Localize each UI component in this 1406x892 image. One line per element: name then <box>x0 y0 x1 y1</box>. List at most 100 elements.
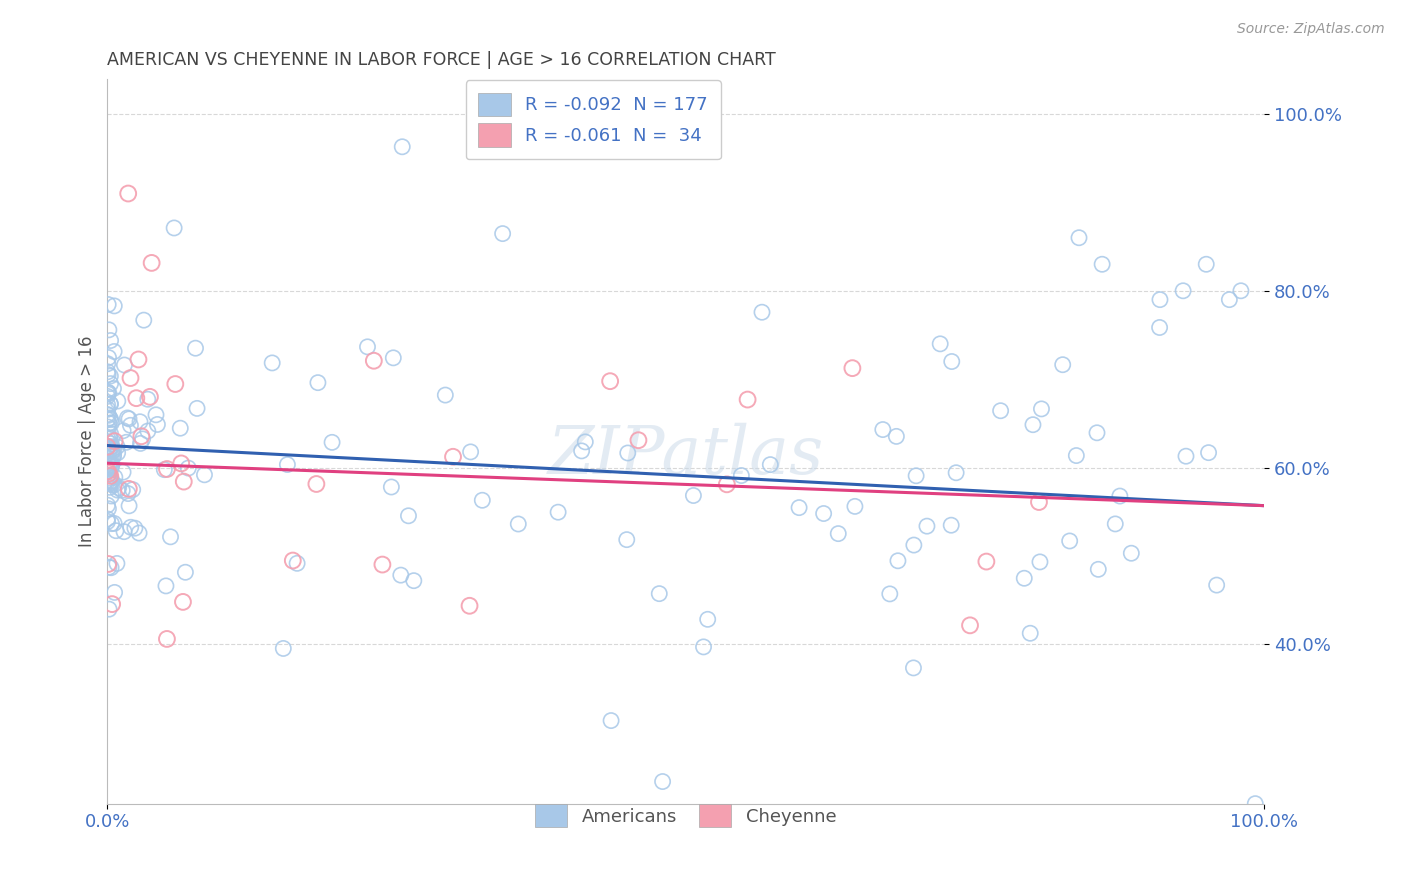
Point <box>97 368 120 382</box>
Point <box>281 553 304 567</box>
Point <box>170 457 193 471</box>
Point <box>120 371 142 385</box>
Point <box>156 632 179 646</box>
Point <box>97 385 120 400</box>
Point <box>1104 516 1126 531</box>
Point <box>574 434 596 449</box>
Point <box>98 397 121 411</box>
Point <box>129 436 152 450</box>
Point <box>101 478 124 492</box>
Point <box>100 476 122 491</box>
Point <box>96 439 118 453</box>
Point <box>118 482 141 496</box>
Point <box>97 323 120 337</box>
Point <box>107 446 129 460</box>
Point <box>1028 495 1050 509</box>
Point <box>105 557 128 571</box>
Point <box>1149 293 1171 307</box>
Point <box>97 560 120 574</box>
Point <box>103 516 125 531</box>
Point <box>96 498 118 512</box>
Point <box>118 412 141 426</box>
Point <box>382 351 405 365</box>
Point <box>96 441 118 455</box>
Point <box>1198 445 1220 459</box>
Point <box>929 336 952 351</box>
Point <box>97 385 120 400</box>
Point <box>1175 449 1198 463</box>
Point <box>1091 257 1114 271</box>
Point <box>1108 489 1130 503</box>
Point <box>616 533 638 547</box>
Point <box>112 424 135 438</box>
Point <box>813 507 835 521</box>
Point <box>193 467 215 482</box>
Point <box>98 471 121 485</box>
Point <box>100 476 122 491</box>
Point <box>841 361 863 376</box>
Point <box>371 558 394 572</box>
Point <box>146 417 169 432</box>
Point <box>153 463 176 477</box>
Point <box>692 640 714 654</box>
Point <box>139 390 162 404</box>
Point <box>145 408 167 422</box>
Point <box>96 464 118 478</box>
Point <box>915 519 938 533</box>
Point <box>1087 562 1109 576</box>
Point <box>1059 533 1081 548</box>
Text: AMERICAN VS CHEYENNE IN LABOR FORCE | AGE > 16 CORRELATION CHART: AMERICAN VS CHEYENNE IN LABOR FORCE | AG… <box>107 51 776 69</box>
Point <box>141 256 163 270</box>
Point <box>101 444 124 458</box>
Point <box>941 518 963 533</box>
Point <box>98 480 121 494</box>
Point <box>903 538 925 552</box>
Point <box>101 474 124 488</box>
Point <box>737 392 759 407</box>
Point <box>96 434 118 449</box>
Point <box>1019 626 1042 640</box>
Point <box>97 468 120 483</box>
Point <box>276 458 298 472</box>
Point <box>1121 546 1143 560</box>
Point <box>100 440 122 454</box>
Point <box>96 412 118 426</box>
Point <box>97 454 120 468</box>
Point <box>1022 417 1045 432</box>
Point <box>627 434 650 448</box>
Point <box>120 520 142 534</box>
Point <box>100 416 122 430</box>
Point <box>104 434 127 449</box>
Point <box>104 470 127 484</box>
Point <box>136 392 159 407</box>
Point <box>124 521 146 535</box>
Point <box>97 297 120 311</box>
Point <box>759 458 782 472</box>
Point <box>716 477 738 491</box>
Y-axis label: In Labor Force | Age > 16: In Labor Force | Age > 16 <box>79 335 96 547</box>
Point <box>945 466 967 480</box>
Point <box>1029 555 1052 569</box>
Point <box>1171 284 1194 298</box>
Point <box>112 465 135 479</box>
Point <box>103 448 125 462</box>
Point <box>751 305 773 319</box>
Point <box>131 429 153 443</box>
Point <box>97 420 120 434</box>
Legend: Americans, Cheyenne: Americans, Cheyenne <box>527 797 844 835</box>
Point <box>648 587 671 601</box>
Point <box>186 401 208 416</box>
Point <box>321 435 343 450</box>
Point <box>460 445 482 459</box>
Point <box>97 467 120 481</box>
Point <box>787 500 810 515</box>
Point <box>103 344 125 359</box>
Point <box>305 477 328 491</box>
Point <box>97 417 120 431</box>
Point <box>1195 257 1218 271</box>
Point <box>129 415 152 429</box>
Point <box>103 443 125 458</box>
Point <box>98 469 121 483</box>
Point <box>127 352 149 367</box>
Point <box>117 186 139 201</box>
